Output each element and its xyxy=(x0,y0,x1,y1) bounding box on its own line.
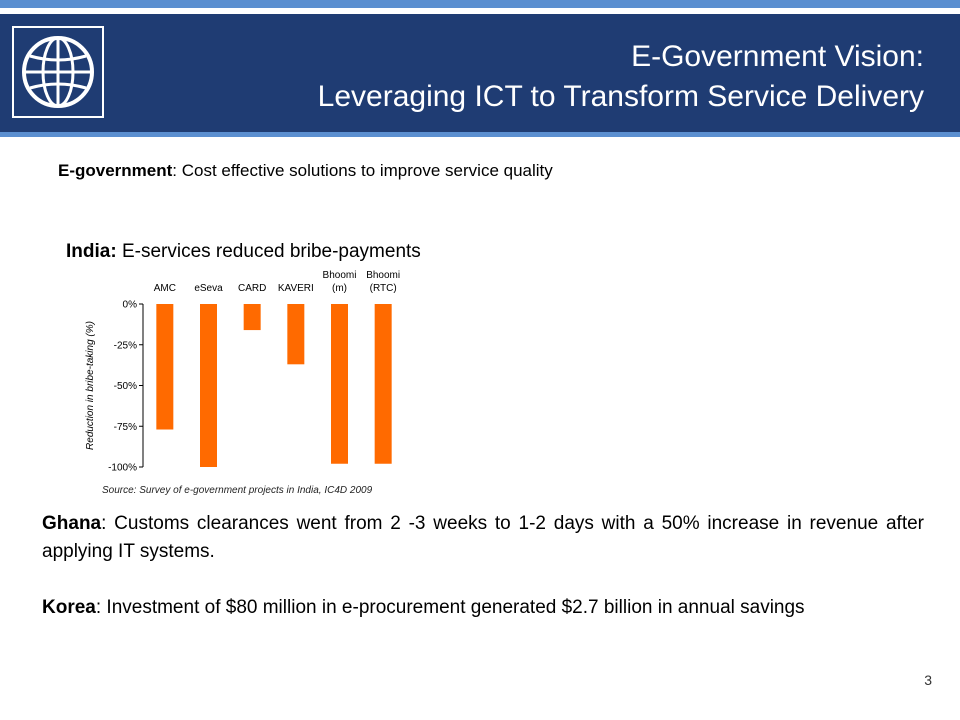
bar xyxy=(331,304,348,464)
korea-paragraph: Korea: Investment of $80 million in e-pr… xyxy=(42,594,924,622)
slide-header: E-Government Vision: Leveraging ICT to T… xyxy=(0,14,960,137)
ghana-bold: Ghana xyxy=(42,513,102,534)
bar xyxy=(243,304,261,331)
india-heading-bold: India: xyxy=(66,241,117,262)
category-label: eSeva xyxy=(194,283,223,294)
bar xyxy=(374,304,392,464)
category-label: KAVERI xyxy=(278,283,314,294)
korea-bold: Korea xyxy=(42,597,96,618)
y-axis-title: Reduction in bribe-taking (%) xyxy=(85,321,96,450)
y-tick-label: 0% xyxy=(123,300,138,311)
y-tick-label: -25% xyxy=(114,340,137,351)
category-label: AMC xyxy=(154,283,176,294)
category-label: CARD xyxy=(238,283,266,294)
top-accent-stripe xyxy=(0,0,960,8)
subtitle-bold: E-government xyxy=(58,161,173,180)
category-label: (RTC) xyxy=(370,283,397,294)
bar xyxy=(156,304,174,430)
slide-subtitle: E-government: Cost effective solutions t… xyxy=(58,161,553,181)
chart-source-note: Source: Survey of e-government projects … xyxy=(102,485,373,496)
ghana-text: : Customs clearances went from 2 -3 week… xyxy=(42,513,924,562)
category-label: Bhoomi xyxy=(366,270,400,281)
y-tick-label: -100% xyxy=(108,463,137,474)
page-number: 3 xyxy=(924,672,932,688)
india-heading: India: E-services reduced bribe-payments xyxy=(66,241,421,263)
slide-title-line2: Leveraging ICT to Transform Service Deli… xyxy=(317,80,924,113)
category-label: (m) xyxy=(332,283,347,294)
bar xyxy=(287,304,305,365)
category-label: Bhoomi xyxy=(323,270,357,281)
korea-text: : Investment of $80 million in e-procure… xyxy=(95,597,805,618)
y-tick-label: -75% xyxy=(114,422,137,433)
ghana-paragraph: Ghana: Customs clearances went from 2 -3… xyxy=(42,510,924,566)
subtitle-text: : Cost effective solutions to improve se… xyxy=(172,161,553,180)
globe-icon xyxy=(12,26,104,118)
bar xyxy=(200,304,217,467)
bribe-reduction-bar-chart: 0% -25% -50% -75% -100% Reduction in bribe-ta… xyxy=(85,270,400,474)
y-tick-label: -50% xyxy=(114,381,137,392)
india-heading-text: E-services reduced bribe-payments xyxy=(116,241,421,262)
slide-title-line1: E-Government Vision: xyxy=(631,40,924,73)
